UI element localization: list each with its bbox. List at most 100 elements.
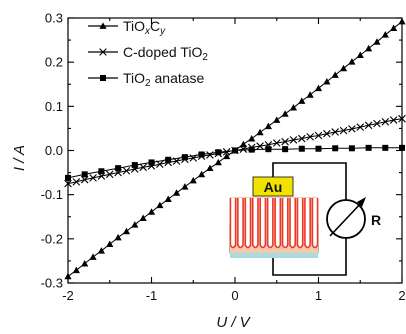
data-point-series-2 [331,128,339,136]
data-point-series-1 [147,208,156,215]
resistor-arrow-head [357,197,366,207]
data-point-series-1 [381,31,389,38]
data-point-series-1 [373,38,381,45]
legend-marker-3 [100,75,106,81]
data-point-series-1 [348,58,356,65]
data-point-series-3 [81,171,88,178]
circuit-wire [272,162,347,276]
data-point-series-1 [323,78,331,85]
data-point-series-3 [198,151,205,158]
data-point-series-2 [289,136,298,144]
data-point-series-1 [106,240,114,248]
data-point-series-2 [306,133,314,141]
data-point-series-1 [273,116,281,123]
legend-label-2: C-doped TiO2 [123,44,208,63]
data-point-series-2 [222,148,231,156]
y-tick-label: 0.2 [45,55,63,70]
data-point-series-1 [289,104,298,111]
data-point-series-2 [281,137,289,146]
data-point-series-2 [239,145,248,153]
nanotube [244,198,252,249]
data-point-series-3 [165,156,172,163]
data-point-series-1 [72,266,80,274]
legend-marker-1 [99,22,107,29]
data-point-series-3 [365,144,372,151]
data-point-series-3 [382,144,389,151]
data-point-series-2 [381,118,390,126]
substrate-base [230,253,318,258]
legend-label-part: 2 [145,78,151,89]
data-point-series-1 [189,176,197,184]
data-point-series-3 [115,165,122,172]
data-point-series-3 [248,146,255,153]
legend-label-part: C-doped TiO [123,44,202,60]
data-point-series-2 [364,121,373,130]
axes: -2 -1 0 1 2 -0.3 -0.2 -0.1 0.0 0.1 0.2 0.3 [41,11,406,304]
x-axis-title: U / V [216,314,251,331]
data-point-series-2 [156,160,164,168]
nanotube [304,198,311,249]
data-point-series-2 [89,174,97,182]
data-point-series-2 [339,126,348,135]
nanotube [289,198,297,249]
data-point-series-1 [306,91,314,98]
data-point-series-1 [164,195,172,202]
data-point-series-3 [348,145,355,152]
data-point-series-1 [131,221,139,228]
legend-label-part: 2 [202,52,208,63]
y-tick-label: -0.2 [41,231,63,246]
legend-label-1: TiOxCy [123,18,166,37]
device-inset: Au R [229,162,381,276]
data-point-series-1 [264,122,272,130]
data-point-series-1 [256,128,264,136]
data-point-series-2 [389,116,398,124]
x-tick-label: -1 [146,288,158,303]
legend-label-part: TiO [123,18,145,34]
data-point-series-1 [81,259,89,267]
data-point-series-2 [72,178,81,186]
data-point-series-3 [298,145,305,152]
data-point-series-3 [131,162,138,169]
data-point-series-1 [198,170,206,178]
data-point-series-2 [348,125,356,133]
data-point-series-3 [265,146,272,153]
y-axis-title: I / A [11,145,28,171]
x-tick-label: 0 [231,288,238,303]
legend-label-part: anatase [151,70,205,86]
data-point-series-1 [331,71,339,78]
data-point-series-1 [356,51,364,58]
data-point-series-2 [298,134,306,143]
y-tick-label: 0.1 [45,99,63,114]
nanotube [281,198,289,249]
legend-label-part: x [144,26,151,37]
data-point-series-1 [114,233,122,241]
data-point-series-2 [206,151,214,159]
nanotube [296,198,304,249]
resistor-label: R [371,212,381,228]
data-point-series-1 [248,134,256,142]
data-point-series-2 [314,131,323,140]
data-point-series-1 [223,152,231,160]
data-point-series-1 [181,183,189,190]
nanotube [274,198,282,249]
data-point-series-2 [122,167,131,175]
data-point-series-2 [189,154,198,162]
resistor-arrow-shaft [329,200,364,237]
data-point-series-2 [272,139,281,147]
data-point-series-1 [339,64,348,72]
data-point-series-3 [148,159,155,166]
data-point-series-1 [172,189,181,196]
data-point-series-2 [373,119,381,128]
legend-label-part: C [150,18,160,34]
data-point-series-1 [139,214,147,221]
data-point-series-1 [239,140,247,148]
series-markers [64,17,406,280]
data-point-series-1 [206,164,214,172]
x-tick-label: 2 [398,288,405,303]
data-point-series-1 [97,247,105,254]
data-point-series-1 [390,24,398,32]
data-point-series-1 [365,44,373,52]
data-point-series-3 [332,145,339,152]
y-tick-label: -0.1 [41,187,63,202]
